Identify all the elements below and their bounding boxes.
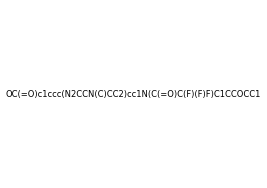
Text: OC(=O)c1ccc(N2CCN(C)CC2)cc1N(C(=O)C(F)(F)F)C1CCOCC1: OC(=O)c1ccc(N2CCN(C)CC2)cc1N(C(=O)C(F)(F… [6,89,261,99]
